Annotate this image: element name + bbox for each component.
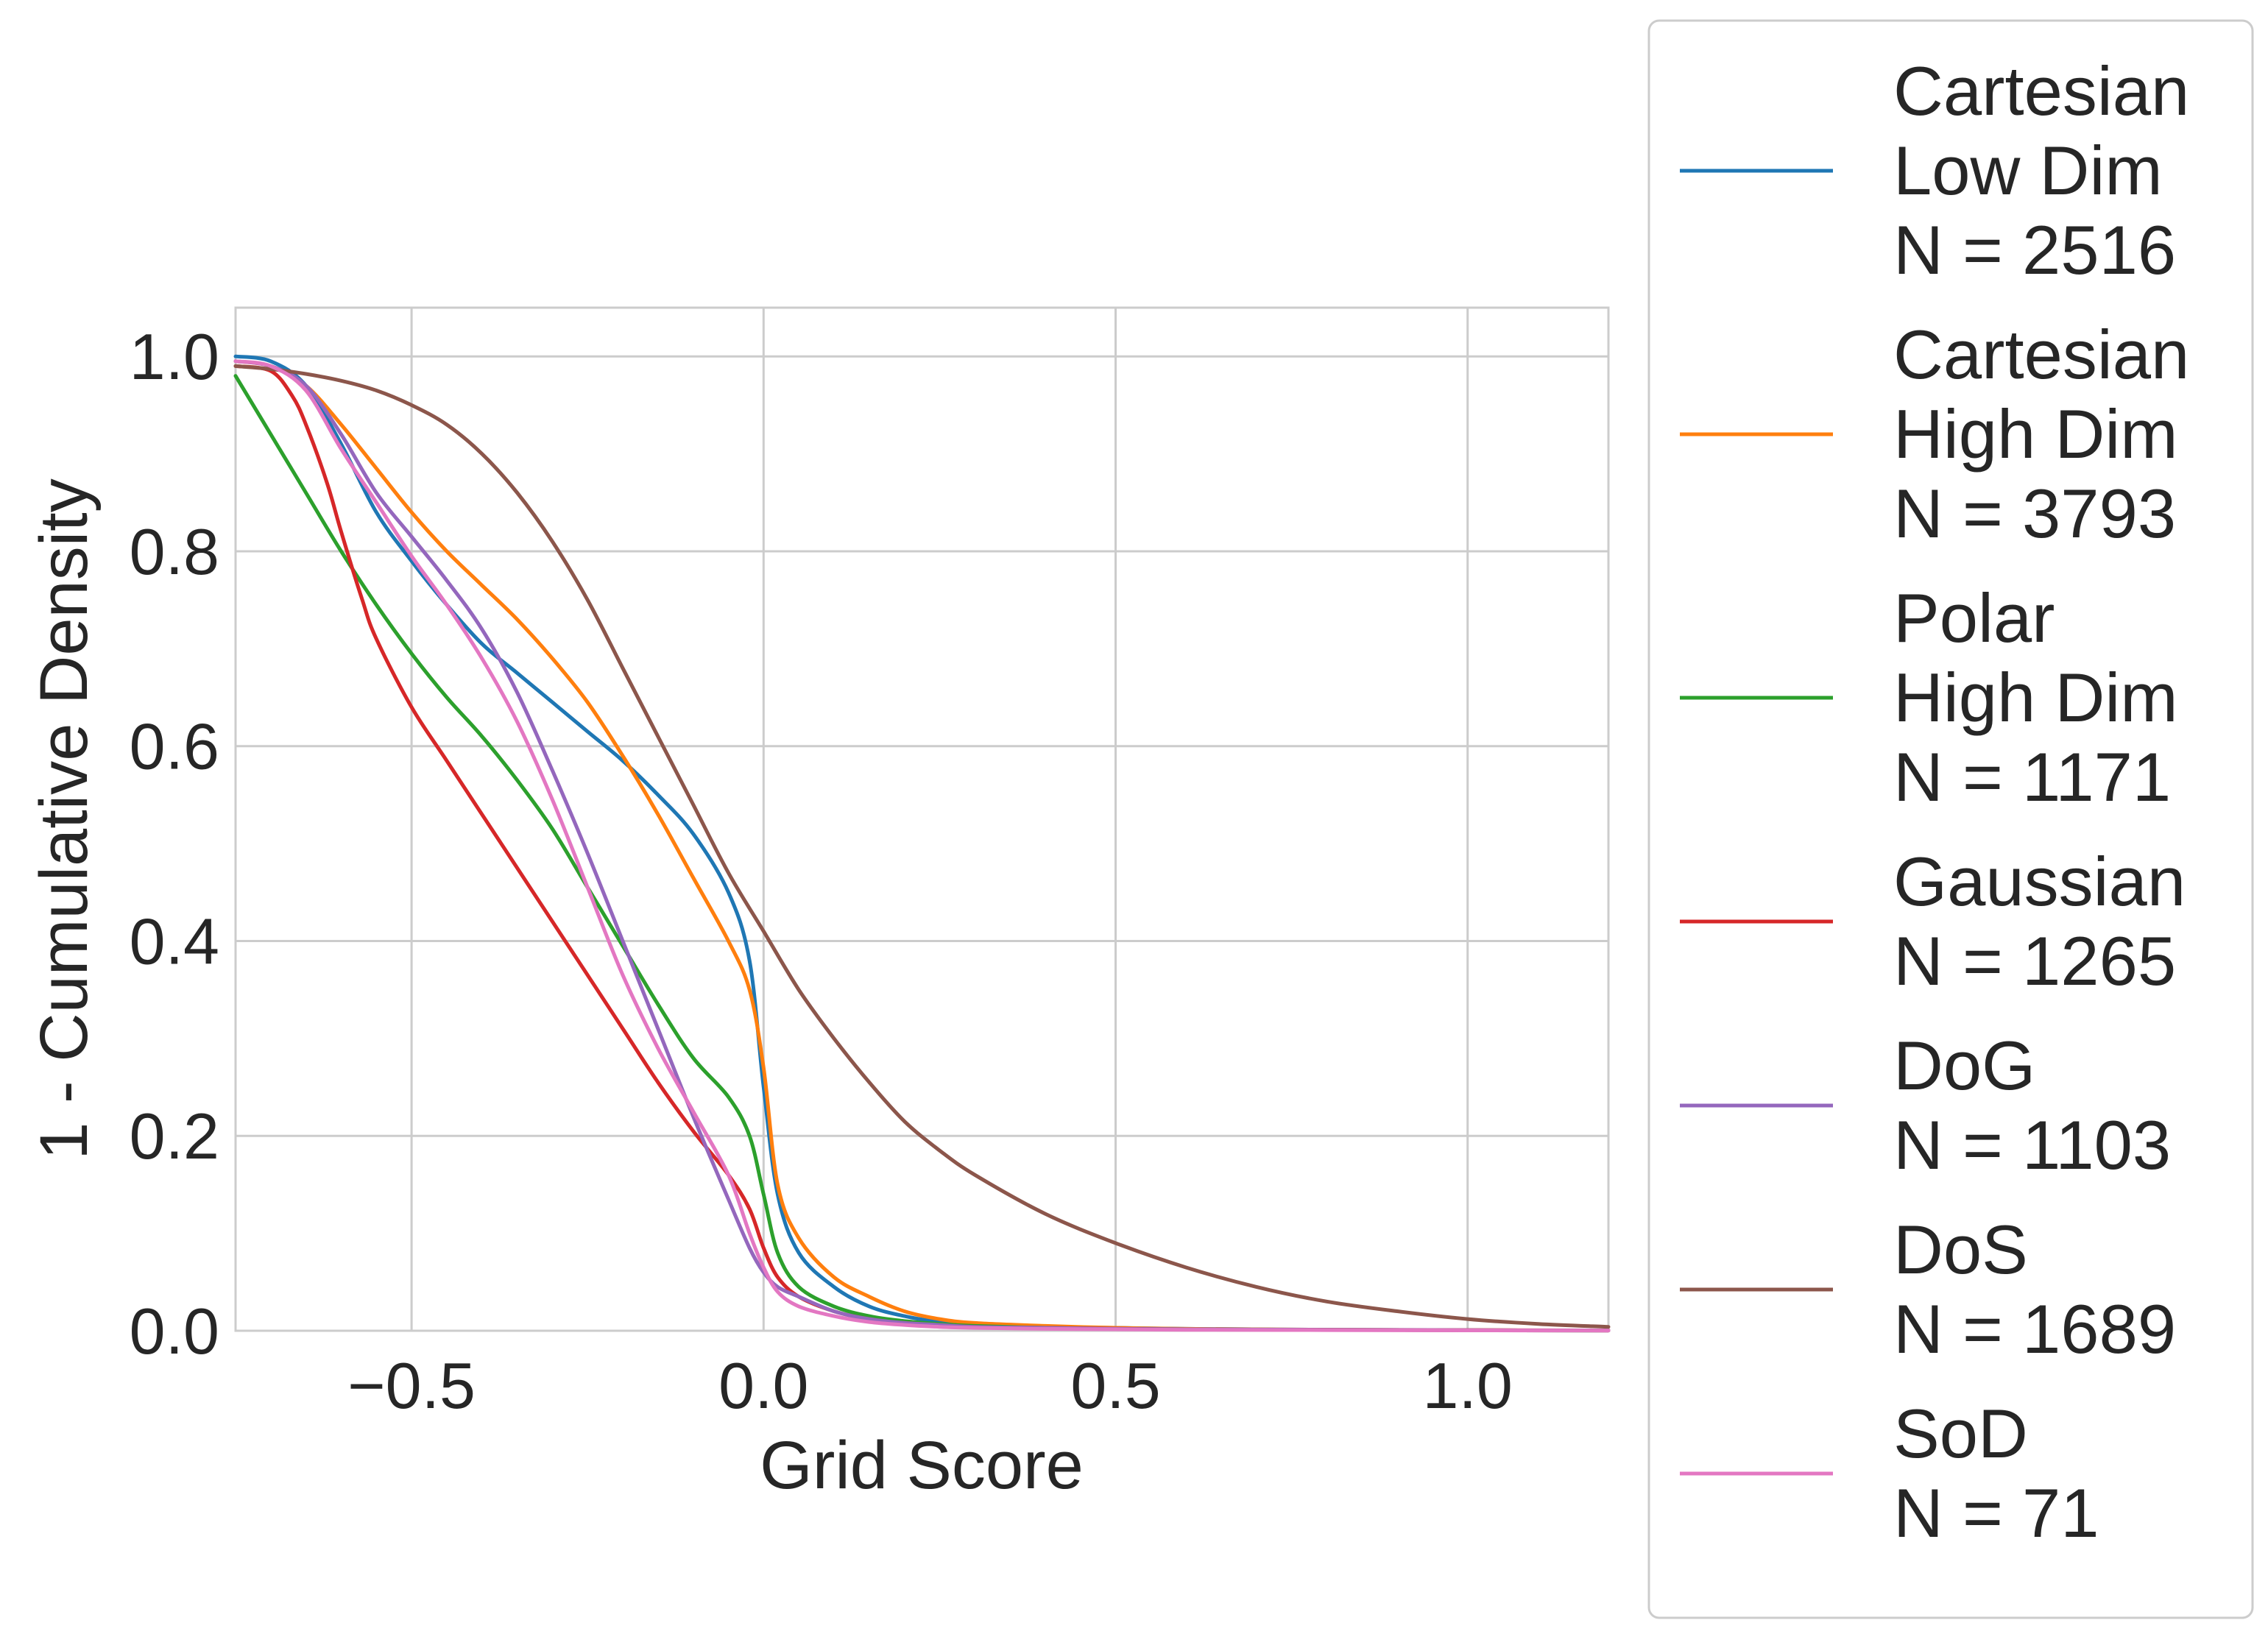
legend-label: High Dim (1893, 659, 2178, 736)
x-tick-label: −0.5 (347, 1349, 476, 1422)
x-tick-label: 0.0 (718, 1349, 808, 1422)
series-line-6 (233, 359, 1611, 1333)
y-tick-label: 0.4 (130, 905, 219, 977)
y-tick-label: 0.8 (130, 515, 219, 588)
legend-label: Cartesian (1893, 52, 2189, 130)
y-tick-label: 0.2 (130, 1100, 219, 1173)
legend-label: N = 1171 (1893, 738, 2171, 816)
x-gridlines (410, 308, 1469, 1331)
legend-label: N = 3793 (1893, 475, 2176, 552)
legend-label: DoS (1893, 1211, 2028, 1288)
legend-frame (1647, 19, 2254, 1619)
x-tick-label: 0.5 (1070, 1349, 1160, 1422)
y-axis-label: 1 - Cumulative Density (27, 478, 102, 1159)
y-tick-label: 0.0 (130, 1295, 219, 1368)
series-line-5 (233, 364, 1611, 1329)
series-lines (233, 354, 1611, 1333)
legend-label: Gaussian (1893, 843, 2186, 920)
y-tick-label: 0.6 (130, 710, 219, 783)
legend-label: N = 1265 (1893, 922, 2176, 1000)
y-tick-label: 1.0 (130, 320, 219, 393)
plot-frame (234, 306, 1610, 1332)
x-axis-label: Grid Score (760, 1428, 1084, 1503)
legend-label: N = 1103 (1893, 1106, 2171, 1184)
legend-label: Cartesian (1893, 316, 2189, 393)
legend-label: SoD (1893, 1395, 2028, 1472)
legend-label: High Dim (1893, 395, 2178, 473)
legend-label: N = 71 (1893, 1474, 2099, 1552)
legend-label: DoG (1893, 1027, 2035, 1104)
y-tick-labels: 0.0 0.2 0.4 0.6 0.8 1.0 (130, 320, 219, 1368)
x-tick-label: 1.0 (1423, 1349, 1513, 1422)
legend-label: Low Dim (1893, 132, 2163, 209)
x-tick-labels: −0.5 0.0 0.5 1.0 (347, 1349, 1513, 1422)
legend-label: N = 1689 (1893, 1290, 2176, 1368)
plot-background (236, 308, 1608, 1331)
legend-label: Polar (1893, 579, 2055, 657)
legend-label: N = 2516 (1893, 211, 2176, 289)
